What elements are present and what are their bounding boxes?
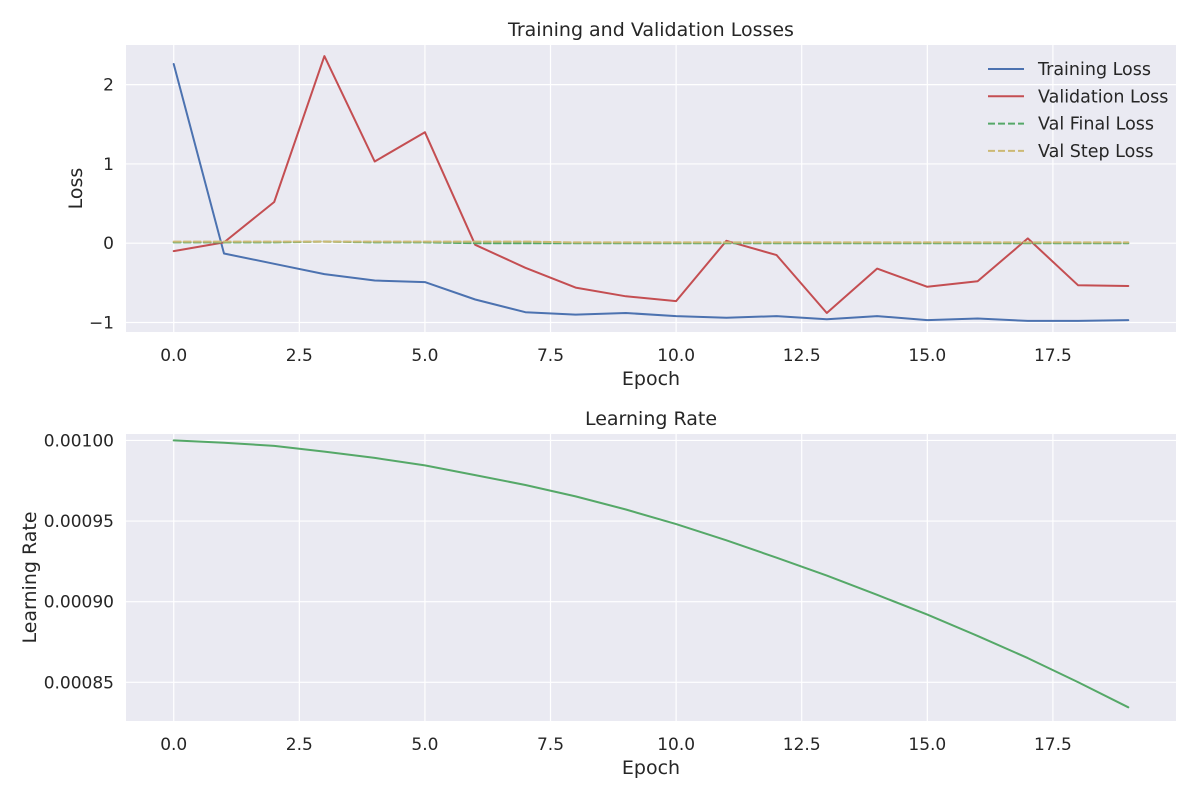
training-loss-line (172, 63, 1130, 322)
plot-area (126, 434, 1176, 721)
x-tick-label: 5.0 (411, 735, 438, 755)
legend: Training Loss Validation Loss Val Final Lo… (988, 60, 1168, 162)
x-tick-label: 17.5 (1034, 735, 1072, 755)
learning-rate-line (172, 439, 1130, 709)
legend-label: Training Loss (1037, 60, 1151, 80)
validation-loss-line (172, 55, 1130, 314)
chart-title: Training and Validation Losses (507, 19, 794, 41)
x-tick-label: 10.0 (657, 735, 695, 755)
x-axis-label: Epoch (622, 757, 680, 779)
x-axis-label: Epoch (622, 368, 680, 390)
x-tick-label: 12.5 (783, 346, 821, 366)
x-tick-label: 15.0 (908, 735, 946, 755)
chart-title: Learning Rate (585, 408, 717, 430)
y-tick-label: 1 (103, 155, 114, 175)
x-tick-label: 10.0 (657, 346, 695, 366)
y-axis-label: Learning Rate (19, 511, 41, 643)
plot-area (126, 45, 1176, 332)
x-tick-label: 0.0 (160, 346, 187, 366)
legend-label: Val Final Loss (1038, 115, 1154, 135)
x-tick-label: 0.0 (160, 735, 187, 755)
x-tick-label: 12.5 (783, 735, 821, 755)
y-tick-label: 2 (103, 76, 114, 96)
y-axis-label: Loss (65, 168, 87, 210)
losses-chart: 0.0 2.5 5.0 7.5 10.0 12.5 15.0 17.5 2 1 0 −1 Trainin… (65, 19, 1176, 390)
x-tick-label: 7.5 (537, 346, 564, 366)
y-tick-label: 0 (103, 234, 114, 254)
x-tick-label: 17.5 (1034, 346, 1072, 366)
y-tick-label: 0.00100 (44, 431, 114, 451)
series-group (172, 55, 1130, 322)
series-group (172, 439, 1130, 709)
x-tick-label: 2.5 (286, 735, 313, 755)
x-tick-label: 7.5 (537, 735, 564, 755)
legend-label: Validation Loss (1038, 87, 1168, 107)
x-tick-label: 15.0 (908, 346, 946, 366)
y-tick-label: −1 (89, 313, 114, 333)
legend-label: Val Step Loss (1038, 142, 1154, 162)
x-tick-label: 5.0 (411, 346, 438, 366)
y-tick-label: 0.00095 (44, 512, 114, 532)
val-step-loss-line (172, 240, 1130, 244)
y-tick-label: 0.00085 (44, 673, 114, 693)
learning-rate-chart: 0.0 2.5 5.0 7.5 10.0 12.5 15.0 17.5 0.00100 0.000… (19, 408, 1176, 779)
y-tick-label: 0.00090 (44, 593, 114, 613)
x-tick-label: 2.5 (286, 346, 313, 366)
